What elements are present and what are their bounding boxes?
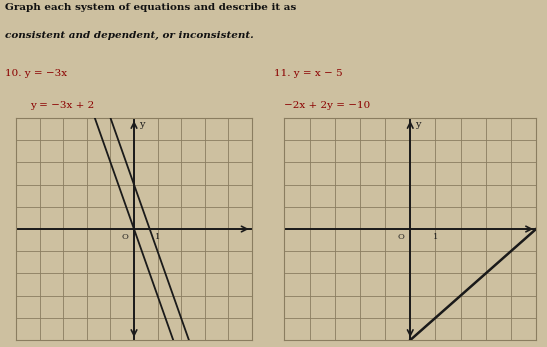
- Text: Graph each system of equations and describe it as: Graph each system of equations and descr…: [5, 3, 296, 12]
- Text: −2x + 2y = −10: −2x + 2y = −10: [284, 101, 371, 110]
- Text: y = −3x + 2: y = −3x + 2: [30, 101, 94, 110]
- Text: O: O: [121, 234, 128, 242]
- Text: 10. y = −3x: 10. y = −3x: [5, 69, 68, 78]
- Text: 11. y = x − 5: 11. y = x − 5: [274, 69, 342, 78]
- Text: 1: 1: [155, 234, 160, 242]
- Text: 1: 1: [433, 234, 438, 242]
- Text: O: O: [397, 234, 404, 242]
- Text: y: y: [139, 120, 144, 129]
- Text: y: y: [415, 120, 421, 129]
- Text: consistent and dependent, or inconsistent.: consistent and dependent, or inconsisten…: [5, 31, 254, 40]
